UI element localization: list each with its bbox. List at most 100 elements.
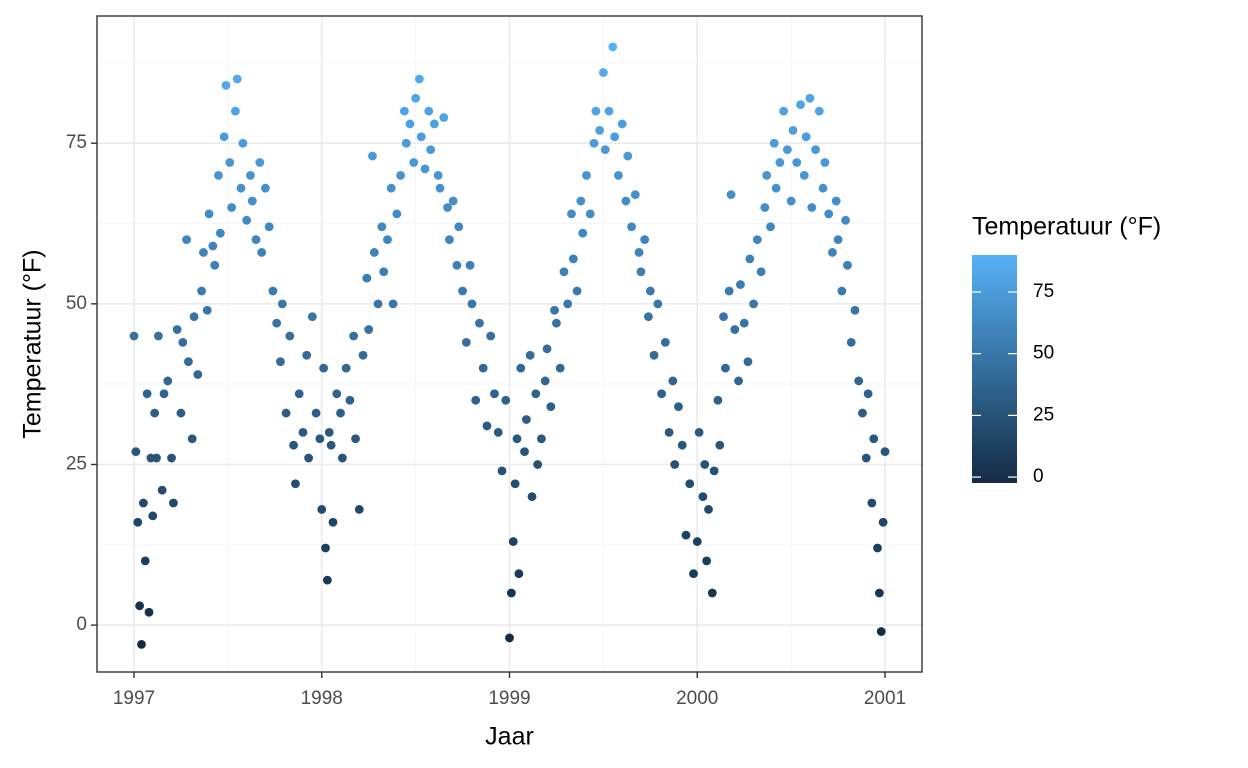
point: [709, 466, 719, 476]
point: [649, 350, 659, 360]
point: [172, 325, 182, 334]
point: [707, 588, 717, 598]
point: [272, 318, 282, 328]
point: [411, 93, 421, 103]
point: [373, 299, 383, 309]
point: [247, 196, 257, 206]
point: [176, 408, 186, 418]
point: [508, 537, 518, 546]
x-tick-label: 2000: [676, 688, 718, 709]
point: [215, 228, 225, 238]
point: [878, 517, 888, 527]
point: [623, 151, 633, 161]
point: [225, 158, 235, 167]
point: [322, 575, 332, 585]
y-tick-label: 75: [66, 132, 87, 153]
point: [268, 286, 278, 296]
point: [730, 325, 740, 334]
point: [187, 434, 197, 444]
points: [129, 42, 890, 649]
point: [399, 106, 409, 116]
point: [433, 170, 443, 180]
point: [277, 299, 287, 309]
point: [724, 286, 734, 296]
point: [501, 395, 511, 405]
point: [824, 209, 834, 219]
point: [807, 203, 817, 212]
point: [874, 588, 884, 598]
point: [336, 408, 345, 418]
point: [846, 337, 856, 347]
point: [873, 543, 882, 553]
point: [261, 183, 270, 193]
x-tick-label: 1997: [113, 688, 155, 709]
point: [766, 222, 775, 232]
point: [255, 158, 265, 167]
point: [388, 299, 398, 309]
point: [837, 286, 847, 296]
point: [307, 312, 317, 322]
point: [512, 434, 522, 444]
point: [167, 453, 176, 463]
point: [854, 376, 864, 386]
point: [454, 222, 464, 232]
point: [135, 601, 145, 611]
point: [150, 408, 160, 418]
point: [232, 74, 242, 84]
point: [660, 337, 670, 347]
point: [775, 158, 785, 167]
point: [311, 408, 321, 418]
point: [861, 453, 871, 463]
point: [368, 151, 377, 161]
point: [698, 492, 708, 501]
point: [527, 492, 537, 501]
point: [858, 408, 867, 418]
point: [281, 408, 291, 418]
point: [869, 434, 879, 444]
point: [289, 440, 298, 450]
point: [214, 170, 223, 180]
point: [471, 395, 481, 405]
point: [129, 331, 139, 341]
point: [354, 505, 364, 514]
point: [448, 196, 458, 206]
point: [144, 607, 154, 617]
point: [426, 145, 436, 155]
point: [595, 125, 605, 135]
point: [514, 569, 524, 579]
point: [319, 363, 329, 373]
point: [756, 267, 766, 277]
point: [439, 113, 449, 122]
point: [531, 389, 541, 399]
point: [227, 203, 237, 212]
point: [510, 479, 520, 489]
y-axis-title: Temperatuur (°F): [19, 249, 47, 438]
point: [674, 402, 683, 412]
point: [841, 215, 850, 225]
colorbar-label: 25: [1033, 404, 1054, 425]
point: [245, 170, 255, 180]
point: [159, 389, 169, 399]
point: [405, 119, 415, 129]
point: [604, 106, 614, 116]
point: [831, 196, 841, 206]
point: [142, 389, 152, 399]
point: [364, 325, 374, 334]
point: [506, 588, 516, 598]
point: [677, 440, 687, 450]
point: [153, 331, 163, 341]
point: [349, 331, 359, 341]
point: [467, 299, 477, 309]
point: [230, 106, 240, 116]
point: [552, 318, 561, 328]
point: [379, 267, 389, 277]
point: [843, 260, 852, 270]
point: [582, 170, 591, 180]
point: [700, 460, 710, 469]
point: [362, 273, 372, 283]
point: [505, 633, 514, 643]
point: [458, 286, 467, 296]
point: [613, 170, 623, 180]
point: [251, 235, 261, 244]
